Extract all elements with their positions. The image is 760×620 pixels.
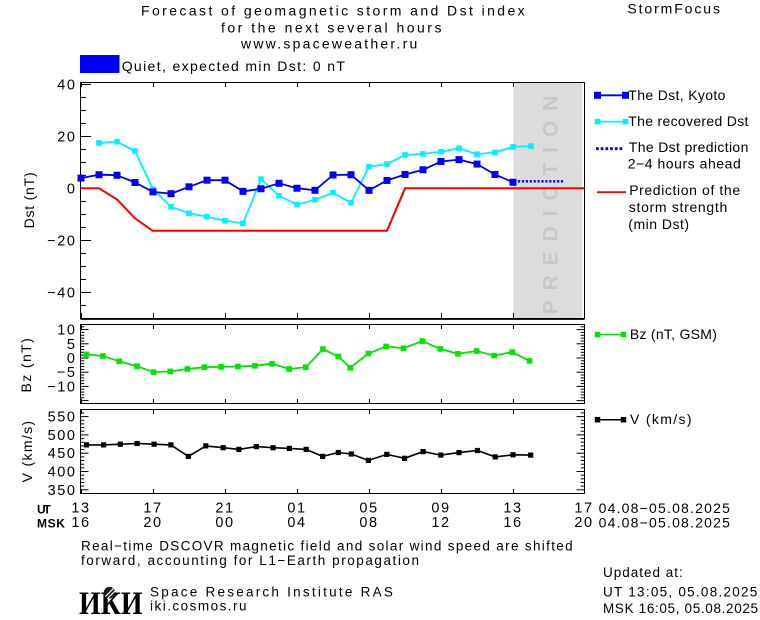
svg-text:500: 500	[48, 428, 77, 444]
svg-text:−10: −10	[47, 379, 76, 395]
svg-text:2−4 hours ahead: 2−4 hours ahead	[628, 156, 742, 172]
svg-text:−40: −40	[47, 286, 76, 302]
svg-text:The recovered Dst: The recovered Dst	[628, 113, 748, 129]
svg-text:04.08−05.08.2025: 04.08−05.08.2025	[599, 514, 731, 530]
svg-text:Space Research Institute RAS: Space Research Institute RAS	[150, 585, 395, 600]
svg-text:iki.cosmos.ru: iki.cosmos.ru	[150, 599, 248, 614]
svg-text:0: 0	[67, 182, 77, 198]
svg-text:UT 13:05, 05.08.2025: UT 13:05, 05.08.2025	[603, 585, 759, 600]
svg-text:05: 05	[359, 500, 378, 516]
svg-text:20: 20	[574, 515, 593, 531]
svg-text:0: 0	[67, 351, 77, 367]
svg-text:Real−time DSCOVR magnetic fiel: Real−time DSCOVR magnetic field and sola…	[81, 539, 574, 554]
svg-text:400: 400	[48, 465, 77, 481]
svg-text:www.spaceweather.ru: www.spaceweather.ru	[240, 36, 420, 52]
svg-text:MSK 16:05, 05.08.2025: MSK 16:05, 05.08.2025	[603, 601, 759, 616]
svg-text:16: 16	[71, 515, 90, 531]
svg-text:17: 17	[574, 500, 593, 516]
svg-text:Forecast of geomagnetic storm: Forecast of geomagnetic storm and Dst in…	[141, 3, 527, 19]
svg-text:13: 13	[71, 500, 90, 516]
svg-text:The Dst prediction: The Dst prediction	[629, 139, 749, 155]
svg-text:16: 16	[503, 515, 522, 531]
svg-text:−5: −5	[57, 365, 77, 381]
svg-text:01: 01	[287, 500, 306, 516]
svg-text:Prediction of the: Prediction of the	[629, 182, 741, 198]
svg-text:Dst (nT): Dst (nT)	[21, 172, 37, 229]
svg-text:(min Dst): (min Dst)	[628, 216, 689, 232]
svg-text:forward, accounting for L1−Ear: forward, accounting for L1−Earth propaga…	[81, 553, 421, 568]
svg-text:08: 08	[359, 515, 378, 531]
svg-text:The Dst, Kyoto: The Dst, Kyoto	[628, 87, 726, 103]
svg-text:storm strength: storm strength	[629, 199, 728, 215]
svg-text:PREDICTION: PREDICTION	[540, 86, 563, 314]
svg-text:450: 450	[48, 446, 77, 462]
svg-text:Quiet, expected min Dst: 0 nT: Quiet, expected min Dst: 0 nT	[122, 58, 347, 74]
svg-text:04: 04	[287, 515, 306, 531]
svg-text:Updated at:: Updated at:	[603, 565, 684, 580]
svg-text:V (km/s): V (km/s)	[630, 411, 693, 427]
svg-text:350: 350	[48, 483, 77, 499]
svg-text:17: 17	[143, 500, 162, 516]
svg-text:5: 5	[67, 337, 77, 353]
svg-text:550: 550	[48, 410, 77, 426]
svg-text:09: 09	[431, 500, 450, 516]
svg-text:MSK: MSK	[37, 517, 65, 531]
svg-text:10: 10	[57, 323, 76, 339]
svg-text:13: 13	[503, 500, 522, 516]
svg-text:−20: −20	[47, 234, 76, 250]
svg-text:04.08−05.08.2025: 04.08−05.08.2025	[599, 500, 731, 516]
svg-text:V (km/s): V (km/s)	[19, 420, 35, 483]
svg-text:Bz (nT, GSM): Bz (nT, GSM)	[630, 326, 717, 342]
svg-text:StormFocus: StormFocus	[627, 1, 721, 17]
svg-text:21: 21	[215, 500, 234, 516]
svg-text:12: 12	[431, 515, 450, 531]
svg-text:40: 40	[57, 78, 76, 94]
svg-text:Bz (nT): Bz (nT)	[18, 337, 34, 393]
svg-text:20: 20	[57, 130, 76, 146]
svg-text:00: 00	[215, 515, 234, 531]
svg-text:for the next several hours: for the next several hours	[221, 20, 444, 36]
svg-text:20: 20	[143, 515, 162, 531]
